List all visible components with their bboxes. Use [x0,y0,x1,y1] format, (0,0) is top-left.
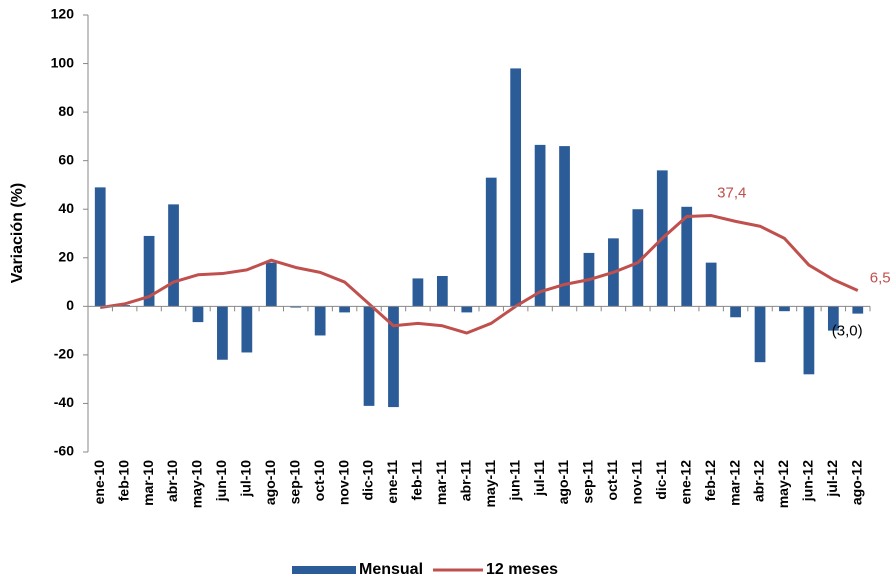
x-tick-label: jun-11 [506,460,522,502]
y-axis-label: Variación (%) [9,183,26,283]
x-tick-label: ago-12 [848,460,864,505]
bar [290,306,302,308]
bar [461,306,473,313]
x-tick-label: jul-12 [824,460,840,498]
y-tick-label: 40 [58,200,74,216]
legend-label: Mensual [359,561,423,578]
bar [852,306,864,314]
legend-swatch [292,566,356,574]
y-tick-label: 20 [58,248,74,264]
x-tick-label: mar-11 [433,460,449,505]
bar [485,177,497,307]
bar [510,68,522,307]
bar [241,306,253,353]
bar [730,306,741,318]
x-tick-label: abr-12 [751,460,767,502]
legend-label: 12 meses [486,561,558,578]
bar [339,306,350,313]
x-tick-label: feb-10 [115,460,131,501]
bar [803,306,815,375]
x-tick-label: ene-12 [677,460,693,505]
data-label: 37,4 [717,185,746,202]
x-tick-label: mar-12 [726,460,742,506]
x-tick-label: sep-10 [286,460,302,505]
x-tick-label: sep-11 [580,460,596,504]
bar [388,306,399,408]
y-tick-label: -40 [54,394,74,410]
x-tick-label: abr-10 [164,460,180,502]
x-tick-label: may-12 [775,460,791,508]
bar [265,262,277,307]
data-label: 6,5 [870,270,891,287]
bar [363,306,375,406]
bar [192,306,204,323]
x-tick-label: may-10 [189,460,205,508]
bar [681,206,693,307]
x-tick-label: dic-10 [360,460,376,501]
x-tick-label: oct-10 [311,460,327,501]
data-label: (3,0) [832,323,863,340]
bar [705,262,717,307]
bar [827,306,839,331]
bar [94,187,106,307]
x-tick-label: nov-10 [335,460,351,505]
bar [143,235,155,307]
x-tick-label: ene-10 [91,460,107,505]
x-tick-label: ago-10 [262,460,278,505]
y-tick-label: -20 [54,346,74,362]
bar [168,204,179,307]
x-tick-label: jul-11 [531,460,547,497]
x-tick-label: ago-11 [555,460,571,505]
bar [559,146,570,307]
y-tick-label: 0 [66,297,74,313]
x-tick-label: feb-11 [409,460,425,501]
x-tick-label: dic-11 [653,460,669,500]
y-tick-label: 100 [51,54,75,70]
bar [534,144,546,307]
x-tick-label: jun-10 [213,460,229,502]
y-tick-label: 60 [58,151,74,167]
x-tick-label: abr-11 [457,460,473,501]
bar [217,306,228,360]
bar [436,275,448,307]
x-tick-label: jun-12 [800,460,816,502]
x-tick-label: nov-11 [629,460,645,505]
y-tick-label: 80 [58,103,74,119]
bar [754,306,766,363]
x-tick-label: mar-10 [140,460,156,506]
x-tick-label: feb-12 [702,460,718,501]
y-tick-label: -60 [54,443,74,459]
x-tick-label: jul-10 [238,460,254,498]
bar [412,278,424,307]
x-tick-label: oct-11 [604,460,620,501]
bar [779,306,790,312]
line [99,214,859,335]
y-tick-label: 120 [51,6,75,22]
x-tick-label: ene-11 [384,460,400,504]
bar [314,306,326,336]
bar [119,305,131,307]
bar [632,209,644,307]
x-tick-label: may-11 [482,460,498,508]
